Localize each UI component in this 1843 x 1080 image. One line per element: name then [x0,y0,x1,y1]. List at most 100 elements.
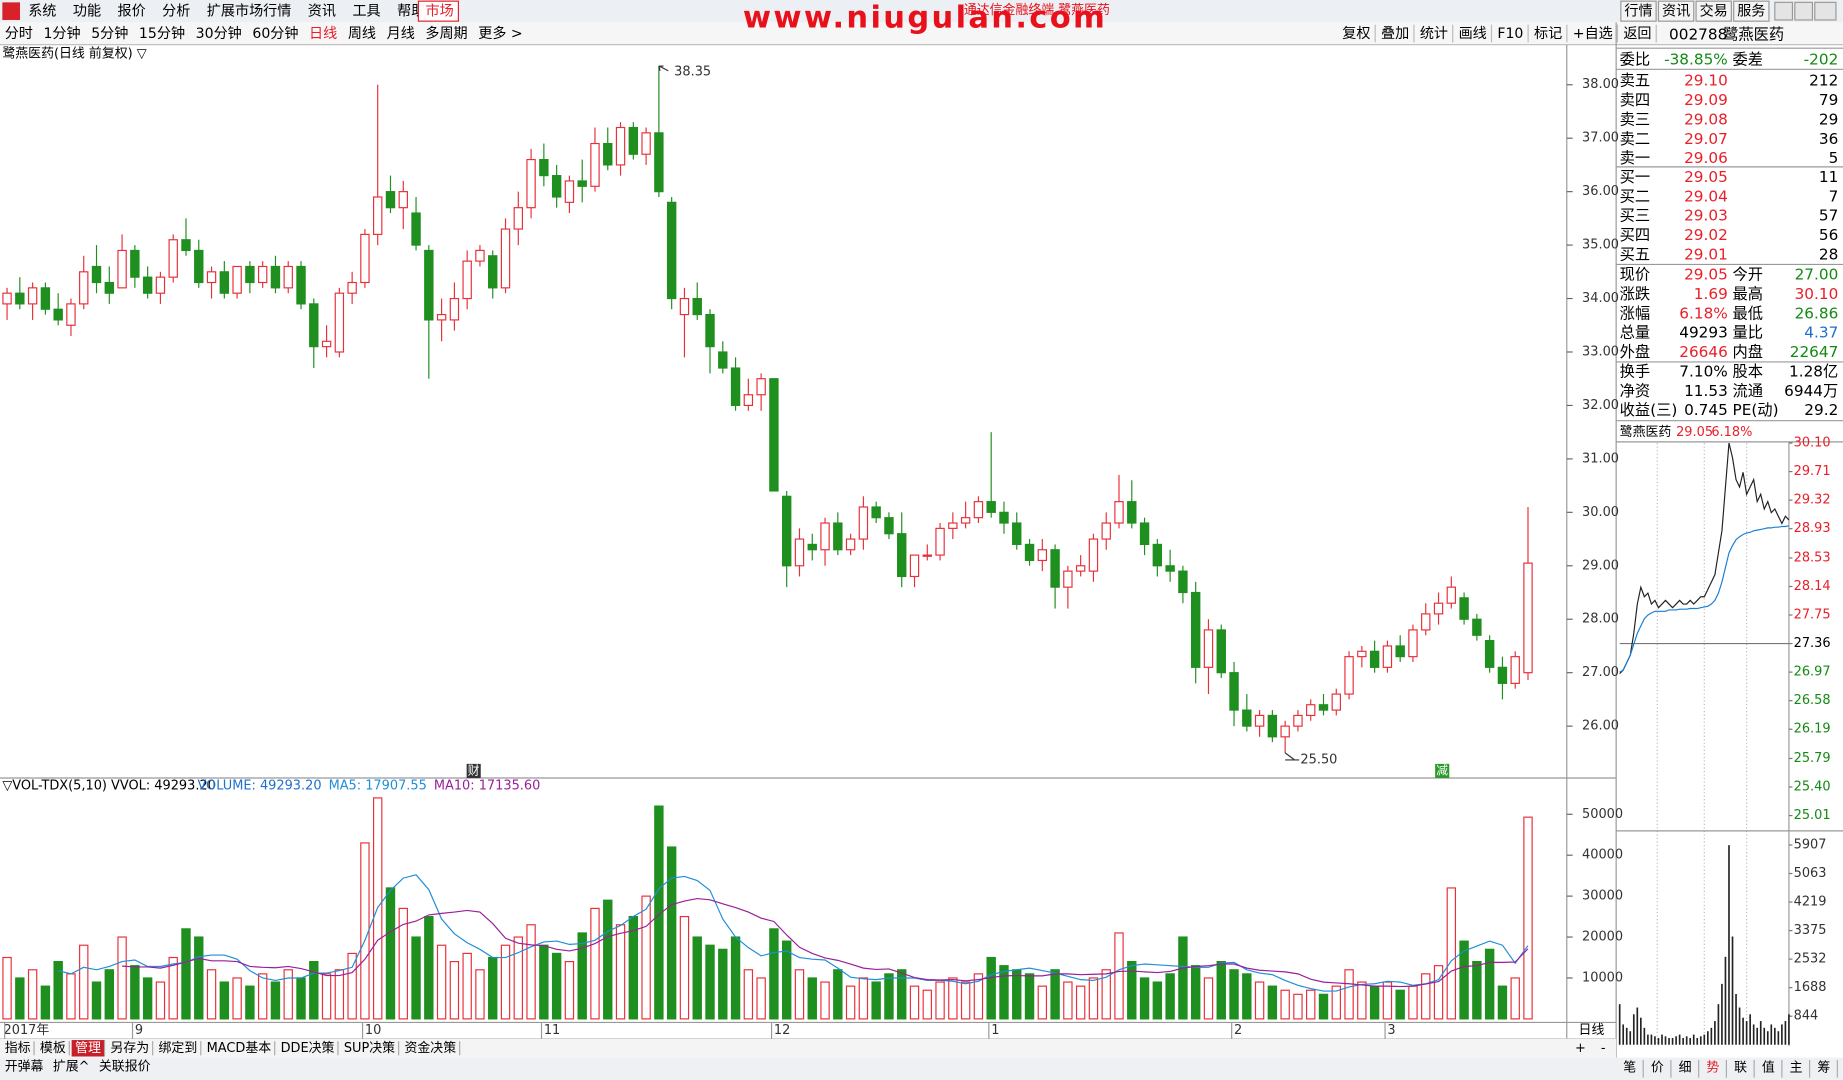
volume-bar [1101,969,1111,1020]
period-tab[interactable]: 30分钟 [196,25,242,42]
candle-body [385,191,396,209]
max-pointer [658,65,669,72]
period-tab[interactable]: 60分钟 [252,25,298,42]
period-tab[interactable]: 多周期 [425,25,467,42]
period-tab[interactable]: 月线 [387,26,415,42]
candle-body [79,271,89,305]
volume-bar [513,936,523,1020]
top-button-label[interactable]: 交易 [1700,3,1728,20]
top-button-label[interactable]: 资讯 [1662,4,1690,20]
top-button[interactable] [1733,0,1770,22]
volume-bar [1357,981,1367,1020]
bottom-tab[interactable]: 指标 [5,1041,31,1056]
market-button[interactable] [417,0,459,22]
period-tab[interactable]: 15分钟 [139,25,185,42]
zoom-in[interactable]: + [1575,1041,1586,1056]
bottom-tab[interactable]: MACD基本 [207,1041,272,1056]
status-button[interactable]: 开弹幕 [5,1060,44,1075]
menu-item[interactable]: 功能 [73,4,101,20]
y-tick-label: 37.00 [1582,131,1619,146]
side-tab[interactable]: 值 [1762,1060,1775,1076]
status-button[interactable]: 扩展^ [53,1060,90,1075]
tool-button[interactable]: 画线 [1459,26,1487,42]
stat-label: PE(动) [1733,401,1779,419]
volume-bar [66,973,76,1020]
mini-volume-bar [1692,1034,1695,1045]
tool-button[interactable]: 叠加 [1381,26,1409,42]
volume-bar [1395,989,1405,1020]
menu-item[interactable]: 报价 [117,4,145,20]
bottom-tab[interactable]: DDE决策 [281,1040,335,1056]
volume-bar [270,981,281,1020]
market-menu[interactable]: 市场 [425,3,453,20]
tool-button[interactable]: 返回 [1623,26,1651,42]
period-tab[interactable]: 5分钟 [91,25,128,42]
bottom-tab[interactable]: 资金决策 [404,1040,456,1056]
order-volume: 57 [1819,207,1838,225]
candle-body [1306,704,1316,717]
mini-vol-label: 2532 [1794,952,1827,967]
menu-item[interactable]: 资讯 [308,4,336,20]
bottom-tab[interactable]: 管理 [75,1041,101,1056]
zoom-out[interactable]: - [1601,1041,1606,1056]
close[interactable] [1814,1,1837,21]
y-tick-label: 30.00 [1582,505,1619,520]
bottom-tab[interactable]: SUP决策 [344,1040,395,1056]
candle-body [1242,709,1252,727]
candle-body [155,276,166,294]
mini-vol-label: 3375 [1794,923,1827,938]
period-tab[interactable]: 更多 > [478,25,522,42]
bottom-tab[interactable]: 另存为 [110,1041,149,1056]
mini-y-label: 25.40 [1794,780,1831,795]
tool-button[interactable]: 复权 [1342,25,1370,42]
side-tab[interactable]: 细 [1679,1061,1692,1076]
candle-body [769,378,779,492]
candle-body [781,495,792,567]
top-button[interactable] [1620,0,1657,22]
side-tab[interactable]: 联 [1734,1061,1747,1076]
mini-volume-bar [1728,845,1730,1045]
candle-body [628,126,639,155]
tool-button[interactable]: 标记 [1534,26,1562,42]
status-button[interactable]: 关联报价 [99,1060,151,1075]
menu-item[interactable]: 系统 [28,4,56,20]
side-tab[interactable]: 价 [1651,1061,1664,1076]
top-button[interactable] [1695,0,1732,22]
intraday-line [1619,525,1790,673]
volume-bar [398,907,408,1020]
period-tab[interactable]: 分时 [5,26,33,42]
side-tab[interactable]: 势 [1706,1060,1719,1076]
bottom-tab[interactable]: 模板 [40,1041,66,1056]
tool-button[interactable]: 统计 [1420,26,1448,42]
stat-value: 26646 [1679,343,1728,361]
side-tab[interactable]: 主 [1790,1061,1803,1076]
side-tab[interactable]: 笔 [1623,1060,1636,1076]
candle-body [40,287,51,310]
candle-body [679,297,690,316]
candle-body [424,249,434,321]
period-tab[interactable]: 周线 [348,26,376,42]
mini-volume-bar [1749,1014,1751,1045]
menu-item[interactable]: 扩展市场行情 [207,3,292,20]
minimize[interactable] [1774,1,1794,21]
restore[interactable] [1794,1,1814,21]
bottom-tab[interactable]: 绑定到 [159,1041,198,1056]
top-button-label[interactable]: 行情 [1624,4,1652,20]
mini-volume-bar [1654,1036,1656,1045]
tool-button[interactable]: F10 [1497,26,1523,42]
tool-button[interactable]: +自选 [1573,26,1613,42]
side-tab[interactable]: 筹 [1817,1060,1830,1076]
candle-body [142,276,153,294]
period-tab[interactable]: 1分钟 [43,25,80,42]
menu-item[interactable]: 工具 [352,4,380,20]
candle-body [539,158,549,177]
candle-body [1395,645,1405,658]
top-button[interactable] [1657,0,1695,22]
stat-label: 流通 [1733,382,1764,400]
stat-label: 涨幅 [1620,304,1651,322]
event-marker: 减 [1436,763,1448,777]
menu-item[interactable]: 分析 [162,4,190,20]
period-tab[interactable]: 日线 [309,26,337,42]
top-button-label[interactable]: 服务 [1737,4,1765,20]
